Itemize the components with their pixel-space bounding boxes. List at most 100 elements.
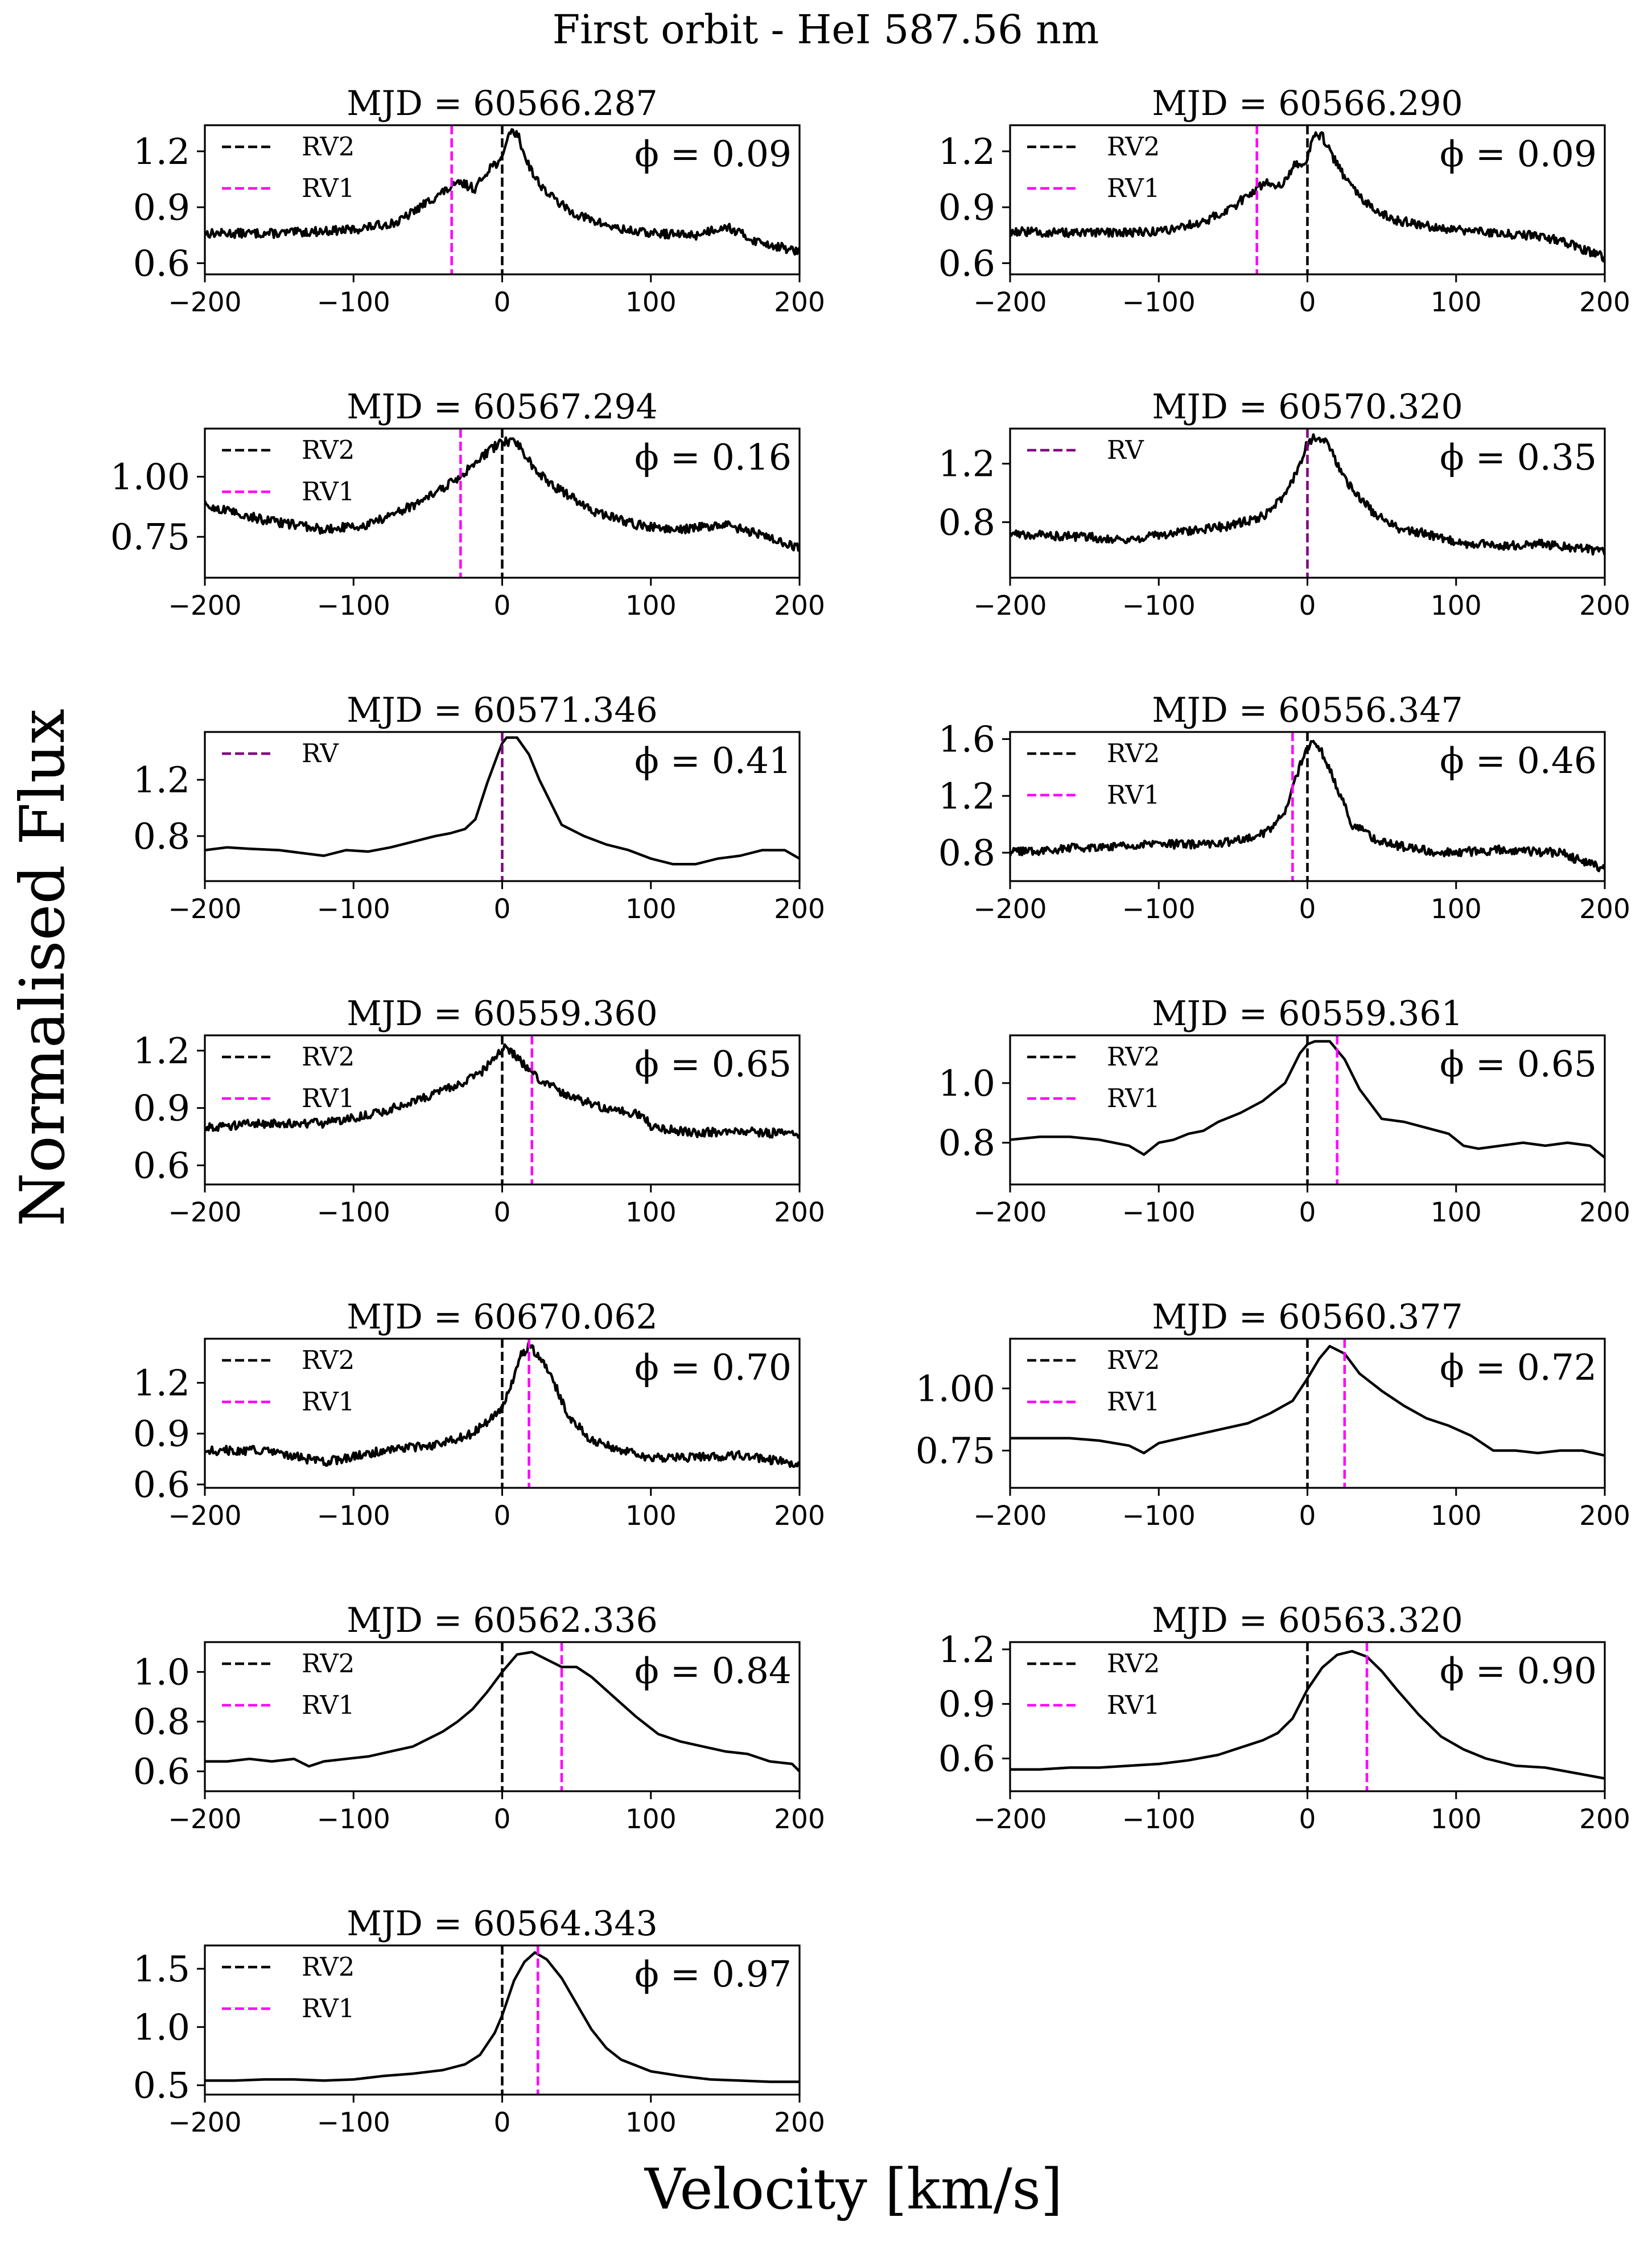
legend-label-rv2: RV2 bbox=[302, 1648, 355, 1679]
x-tick-label: 0 bbox=[1299, 590, 1316, 622]
x-tick-label: 200 bbox=[774, 894, 825, 925]
subplot-11: MJD = 60562.336 RV2 RV1 ϕ = 0.84 −200 −100 0 10… bbox=[133, 1601, 825, 1835]
legend-label-rv2: RV2 bbox=[302, 1042, 355, 1072]
phase-label: ϕ = 0.84 bbox=[635, 1650, 792, 1692]
x-tick-label: 200 bbox=[774, 287, 825, 318]
y-tick-label: 1.2 bbox=[938, 443, 995, 485]
y-tick-label: 1.2 bbox=[938, 131, 995, 172]
y-tick-label: 0.8 bbox=[133, 816, 190, 857]
phase-label: ϕ = 0.09 bbox=[635, 133, 792, 175]
x-tick-label: 200 bbox=[1579, 894, 1630, 925]
legend-label-rv2: RV2 bbox=[302, 131, 355, 162]
x-tick-label: −100 bbox=[1122, 894, 1196, 925]
legend-label-rv: RV bbox=[1107, 435, 1144, 465]
legend-label-rv1: RV1 bbox=[1107, 1387, 1160, 1417]
y-tick-label: 1.2 bbox=[938, 775, 995, 817]
x-tick-label: −100 bbox=[1122, 1197, 1196, 1228]
y-tick-label: 1.2 bbox=[133, 131, 190, 172]
y-tick-label: 0.6 bbox=[938, 1738, 995, 1779]
subplot-1: MJD = 60566.287 RV2 RV1 ϕ = 0.09 −200 −100 0 10… bbox=[133, 84, 825, 318]
spectrum-line bbox=[1010, 1040, 1605, 1159]
y-tick-label: 1.2 bbox=[938, 1629, 995, 1671]
subplot-title: MJD = 60566.290 bbox=[1152, 84, 1463, 124]
x-tick-label: 100 bbox=[625, 894, 677, 925]
x-tick-label: 0 bbox=[1299, 1804, 1316, 1835]
x-tick-label: 200 bbox=[774, 1197, 825, 1228]
subplot-grid: MJD = 60566.287 RV2 RV1 ϕ = 0.09 −200 −100 0 10… bbox=[110, 84, 1630, 2138]
subplot-6: MJD = 60556.347 RV2 RV1 ϕ = 0.46 −200 −100 0 10… bbox=[938, 690, 1630, 925]
figure-title: First orbit - HeI 587.56 nm bbox=[553, 6, 1099, 53]
legend-label-rv1: RV1 bbox=[302, 1083, 355, 1113]
subplot-title: MJD = 60556.347 bbox=[1152, 690, 1463, 730]
x-tick-label: 200 bbox=[1579, 1500, 1630, 1532]
y-tick-label: 0.9 bbox=[133, 187, 190, 228]
y-tick-label: 0.6 bbox=[133, 1464, 190, 1505]
x-tick-label: 200 bbox=[774, 1804, 825, 1835]
x-tick-label: 200 bbox=[1579, 1197, 1630, 1228]
y-tick-label: 1.2 bbox=[133, 759, 190, 801]
y-tick-label: 1.0 bbox=[938, 1063, 995, 1104]
x-tick-label: −200 bbox=[973, 1197, 1047, 1228]
subplot-12: MJD = 60563.320 RV2 RV1 ϕ = 0.90 −200 −100 0 10… bbox=[938, 1601, 1630, 1835]
subplot-3: MJD = 60567.294 RV2 RV1 ϕ = 0.16 −200 −100 0 10… bbox=[110, 387, 825, 622]
subplot-5: MJD = 60571.346 RV ϕ = 0.41 −200 −100 0 100 200… bbox=[133, 690, 825, 925]
spectrum-line bbox=[1010, 1649, 1605, 1780]
x-axis-label: Velocity [km/s] bbox=[644, 2157, 1062, 2222]
x-tick-label: 100 bbox=[1431, 1500, 1482, 1532]
x-tick-label: 0 bbox=[494, 1804, 511, 1835]
x-tick-label: 100 bbox=[1431, 1197, 1482, 1228]
legend-label-rv2: RV2 bbox=[302, 1345, 355, 1375]
x-tick-label: −100 bbox=[1122, 1804, 1196, 1835]
x-tick-label: −100 bbox=[317, 287, 390, 318]
y-tick-label: 1.6 bbox=[938, 718, 995, 760]
subplot-title: MJD = 60560.377 bbox=[1152, 1297, 1463, 1337]
phase-label: ϕ = 0.70 bbox=[635, 1347, 792, 1388]
y-tick-label: 1.00 bbox=[110, 456, 190, 498]
legend-label-rv2: RV2 bbox=[1107, 1648, 1160, 1679]
x-tick-label: 200 bbox=[1579, 1804, 1630, 1835]
y-tick-label: 0.6 bbox=[133, 1751, 190, 1792]
x-tick-label: −200 bbox=[168, 1500, 241, 1532]
subplot-title: MJD = 60559.361 bbox=[1152, 994, 1463, 1034]
y-tick-label: 0.8 bbox=[938, 501, 995, 543]
subplot-title: MJD = 60567.294 bbox=[347, 387, 657, 427]
subplot-4: MJD = 60570.320 RV ϕ = 0.35 −200 −100 0 100 200… bbox=[938, 387, 1630, 622]
subplot-7: MJD = 60559.360 RV2 RV1 ϕ = 0.65 −200 −100 0 10… bbox=[133, 994, 825, 1228]
phase-label: ϕ = 0.72 bbox=[1440, 1347, 1597, 1388]
y-tick-label: 1.5 bbox=[133, 1948, 190, 1990]
x-tick-label: 100 bbox=[1431, 590, 1482, 622]
y-tick-label: 0.75 bbox=[110, 516, 190, 558]
x-tick-label: −200 bbox=[168, 894, 241, 925]
legend-label-rv2: RV2 bbox=[1107, 131, 1160, 162]
y-tick-label: 0.6 bbox=[938, 242, 995, 284]
x-tick-label: 0 bbox=[1299, 1197, 1316, 1228]
x-tick-label: −100 bbox=[1122, 287, 1196, 318]
x-tick-label: 0 bbox=[1299, 894, 1316, 925]
x-tick-label: 100 bbox=[625, 2107, 677, 2138]
x-tick-label: 0 bbox=[494, 287, 511, 318]
x-tick-label: −100 bbox=[317, 2107, 390, 2138]
y-tick-label: 0.8 bbox=[133, 1701, 190, 1743]
x-tick-label: 200 bbox=[774, 2107, 825, 2138]
x-tick-label: −100 bbox=[317, 590, 390, 622]
x-tick-label: 100 bbox=[625, 1197, 677, 1228]
y-tick-label: 0.8 bbox=[938, 832, 995, 874]
y-tick-label: 0.6 bbox=[133, 242, 190, 284]
x-tick-label: −200 bbox=[168, 2107, 241, 2138]
y-tick-label: 1.2 bbox=[133, 1362, 190, 1404]
legend-label-rv1: RV1 bbox=[302, 1387, 355, 1417]
subplot-10: MJD = 60560.377 RV2 RV1 ϕ = 0.72 −200 −100 0 10… bbox=[916, 1297, 1630, 1532]
x-tick-label: 0 bbox=[494, 590, 511, 622]
phase-label: ϕ = 0.65 bbox=[635, 1043, 792, 1085]
y-tick-label: 0.9 bbox=[133, 1413, 190, 1455]
y-tick-label: 1.00 bbox=[916, 1368, 995, 1409]
x-tick-label: −100 bbox=[1122, 590, 1196, 622]
legend-label-rv2: RV2 bbox=[1107, 738, 1160, 768]
phase-label: ϕ = 0.97 bbox=[635, 1953, 792, 1995]
x-tick-label: 100 bbox=[1431, 1804, 1482, 1835]
subplot-title: MJD = 60570.320 bbox=[1152, 387, 1463, 427]
x-tick-label: −200 bbox=[973, 287, 1047, 318]
x-tick-label: 0 bbox=[1299, 1500, 1316, 1532]
legend-label-rv1: RV1 bbox=[302, 173, 355, 203]
